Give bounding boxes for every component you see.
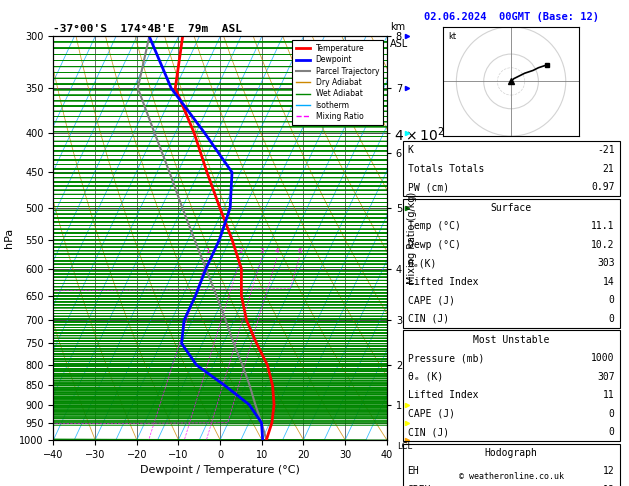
Text: 307: 307 <box>597 372 615 382</box>
Text: 0: 0 <box>609 409 615 418</box>
Text: θₑ(K): θₑ(K) <box>408 259 437 268</box>
Text: θₑ (K): θₑ (K) <box>408 372 443 382</box>
Text: PW (cm): PW (cm) <box>408 182 448 192</box>
Text: 11: 11 <box>603 390 615 400</box>
Text: SREH: SREH <box>408 485 431 486</box>
Text: 12: 12 <box>603 467 615 476</box>
X-axis label: Dewpoint / Temperature (°C): Dewpoint / Temperature (°C) <box>140 465 300 475</box>
Text: 0: 0 <box>609 314 615 324</box>
Text: Lifted Index: Lifted Index <box>408 390 478 400</box>
Text: CIN (J): CIN (J) <box>408 427 448 437</box>
Text: Most Unstable: Most Unstable <box>473 335 549 345</box>
Text: 0.97: 0.97 <box>591 182 615 192</box>
Text: 18: 18 <box>603 485 615 486</box>
Text: K: K <box>408 145 413 155</box>
Text: 10.2: 10.2 <box>591 240 615 250</box>
Text: 4: 4 <box>275 248 279 255</box>
Text: CAPE (J): CAPE (J) <box>408 295 455 305</box>
Text: Lifted Index: Lifted Index <box>408 277 478 287</box>
Y-axis label: hPa: hPa <box>4 228 14 248</box>
Text: 0: 0 <box>609 427 615 437</box>
Text: 303: 303 <box>597 259 615 268</box>
Text: EH: EH <box>408 467 420 476</box>
Text: kt: kt <box>448 32 456 41</box>
Text: 3: 3 <box>260 248 264 255</box>
Text: -21: -21 <box>597 145 615 155</box>
Text: -37°00'S  174°4B'E  79m  ASL: -37°00'S 174°4B'E 79m ASL <box>53 24 242 34</box>
Text: Pressure (mb): Pressure (mb) <box>408 353 484 363</box>
Text: Hodograph: Hodograph <box>484 448 538 458</box>
Text: 1: 1 <box>205 248 209 255</box>
Text: LCL: LCL <box>397 442 412 451</box>
Text: © weatheronline.co.uk: © weatheronline.co.uk <box>459 472 564 481</box>
Text: 02.06.2024  00GMT (Base: 12): 02.06.2024 00GMT (Base: 12) <box>423 12 599 22</box>
Text: CIN (J): CIN (J) <box>408 314 448 324</box>
Text: ASL: ASL <box>390 38 408 49</box>
Text: km: km <box>390 21 405 32</box>
Text: Mixing Ratio (g/kg): Mixing Ratio (g/kg) <box>407 192 417 284</box>
Text: 11.1: 11.1 <box>591 222 615 231</box>
Text: Temp (°C): Temp (°C) <box>408 222 460 231</box>
Text: Surface: Surface <box>491 203 532 213</box>
Text: 14: 14 <box>603 277 615 287</box>
Text: 6: 6 <box>297 248 302 255</box>
Text: 0: 0 <box>609 295 615 305</box>
Text: 1000: 1000 <box>591 353 615 363</box>
Text: Dewp (°C): Dewp (°C) <box>408 240 460 250</box>
Text: CAPE (J): CAPE (J) <box>408 409 455 418</box>
Text: 2: 2 <box>239 248 243 255</box>
Text: 21: 21 <box>603 164 615 174</box>
Legend: Temperature, Dewpoint, Parcel Trajectory, Dry Adiabat, Wet Adiabat, Isotherm, Mi: Temperature, Dewpoint, Parcel Trajectory… <box>292 40 383 124</box>
Text: Totals Totals: Totals Totals <box>408 164 484 174</box>
